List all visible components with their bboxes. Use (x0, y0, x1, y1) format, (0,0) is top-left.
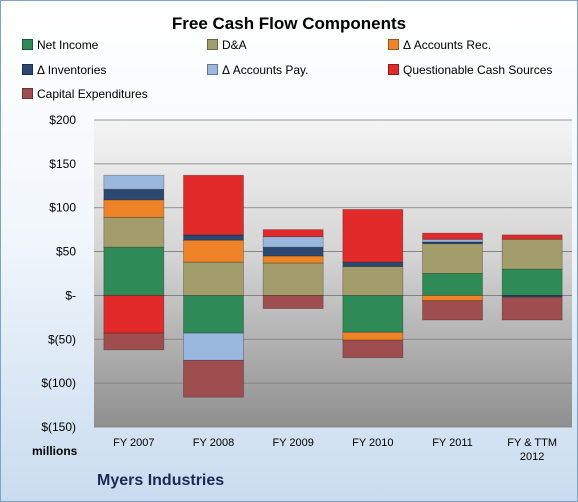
legend-item-inventories: Δ Inventories (22, 63, 106, 77)
y-tick-label: $- (65, 288, 76, 302)
legend-label: Δ Accounts Pay. (222, 63, 309, 77)
y-tick-label: $100 (49, 201, 76, 215)
legend-item-da: D&A (207, 38, 247, 52)
bar-segment (501, 238, 563, 270)
chart-title: Free Cash Flow Components (171, 14, 407, 33)
x-tick-label: FY 2010 (352, 437, 393, 449)
bar-segment (342, 209, 404, 263)
bar-segment (422, 243, 483, 274)
bar-segment (501, 268, 563, 296)
bar-segment (342, 331, 404, 341)
bar-segment (342, 295, 404, 333)
plot-area (94, 120, 572, 427)
y-tick-label: $(50) (48, 332, 76, 346)
bar-segment (422, 232, 483, 240)
bar-segment (422, 295, 483, 302)
y-axis-ticks: $200 $150 $100 $50 $- $(50) $(100) $(150) (41, 113, 76, 434)
x-tick-label: FY 2007 (113, 437, 154, 449)
y-tick-label: $150 (49, 157, 76, 171)
bar-segment (103, 295, 165, 334)
legend-swatch (22, 39, 33, 50)
bar-segment (103, 188, 165, 201)
bar-segment (501, 234, 563, 240)
legend-label: Capital Expenditures (37, 87, 148, 101)
x-tick-label: FY 2009 (272, 437, 313, 449)
bar-segment (501, 296, 563, 321)
legend-item-accounts-pay: Δ Accounts Pay. (207, 63, 309, 77)
legend-swatch (207, 64, 218, 75)
bar-segment (342, 261, 404, 267)
legend-swatch (388, 39, 399, 50)
x-tick-label: FY & TTM 2012 (507, 437, 557, 463)
bar-segment (103, 199, 165, 218)
bar-segment (103, 246, 165, 296)
bar-segment (262, 255, 324, 264)
x-tick-label: FY 2008 (193, 437, 234, 449)
y-tick-label: $50 (56, 245, 76, 259)
legend-item-questionable-cash: Questionable Cash Sources (388, 63, 552, 77)
bar-segment (183, 295, 244, 334)
bars (103, 174, 563, 398)
bar-segment (183, 234, 244, 241)
bar-segment (422, 300, 483, 321)
bar-segment (501, 295, 563, 298)
y-tick-label: $(100) (41, 376, 76, 390)
y-tick-label: $200 (49, 113, 76, 127)
bar-segment (103, 332, 165, 351)
bar-segment (183, 174, 244, 236)
legend-swatch (22, 64, 33, 75)
legend-label: Δ Inventories (37, 63, 107, 77)
legend-item-accounts-rec: Δ Accounts Rec. (388, 38, 491, 52)
x-tick-label: FY 2011 (432, 437, 473, 449)
gridlines (94, 119, 572, 428)
legend-label: Net Income (37, 38, 99, 52)
bar-segment (183, 239, 244, 263)
legend-item-net-income: Net Income (22, 38, 98, 52)
bar-segment (183, 261, 244, 296)
legend-swatch (207, 39, 218, 50)
legend-label: D&A (222, 38, 247, 52)
legend-item-capex: Capital Expenditures (22, 87, 148, 101)
legend-label: Δ Accounts Rec. (403, 38, 492, 52)
bar-segment (103, 216, 165, 248)
bar-segment (262, 262, 324, 296)
bar-segment (342, 339, 404, 359)
bar-segment (183, 359, 244, 398)
bar-segment (103, 174, 165, 190)
company-name: Myers Industries (97, 472, 225, 489)
legend-swatch (388, 64, 399, 75)
bar-segment (262, 229, 324, 238)
bar-segment (422, 273, 483, 296)
y-tick-label: $(150) (41, 420, 76, 434)
bar-segment (342, 266, 404, 296)
unit-label: millions (32, 444, 78, 458)
bar-segment (262, 295, 324, 309)
x-axis-ticks: FY 2007 FY 2008 FY 2009 FY 2010 FY 2011 FY & … (113, 437, 557, 463)
legend-label: Questionable Cash Sources (403, 63, 553, 77)
bar-segment (262, 236, 324, 248)
bar-segment (183, 332, 244, 361)
legend-swatch (22, 88, 33, 99)
bar-segment (262, 246, 324, 257)
